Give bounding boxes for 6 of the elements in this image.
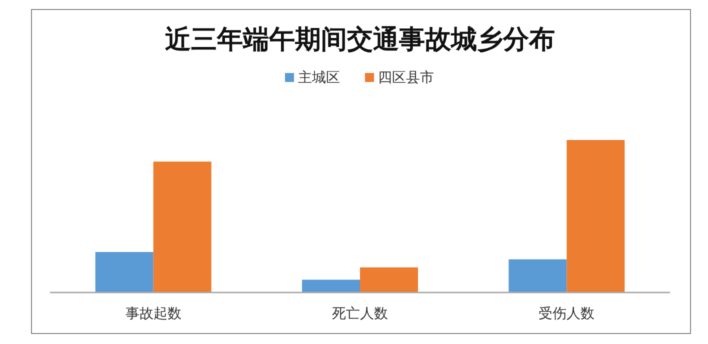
chart-title: 近三年端午期间交通事故城乡分布	[165, 25, 555, 54]
x-tick-label: 死亡人数	[332, 306, 388, 322]
x-tick-label: 受伤人数	[538, 306, 595, 322]
legend-label: 四区县市	[378, 70, 434, 86]
x-tick-label: 事故起数	[125, 306, 182, 322]
legend-label: 主城区	[298, 70, 340, 86]
